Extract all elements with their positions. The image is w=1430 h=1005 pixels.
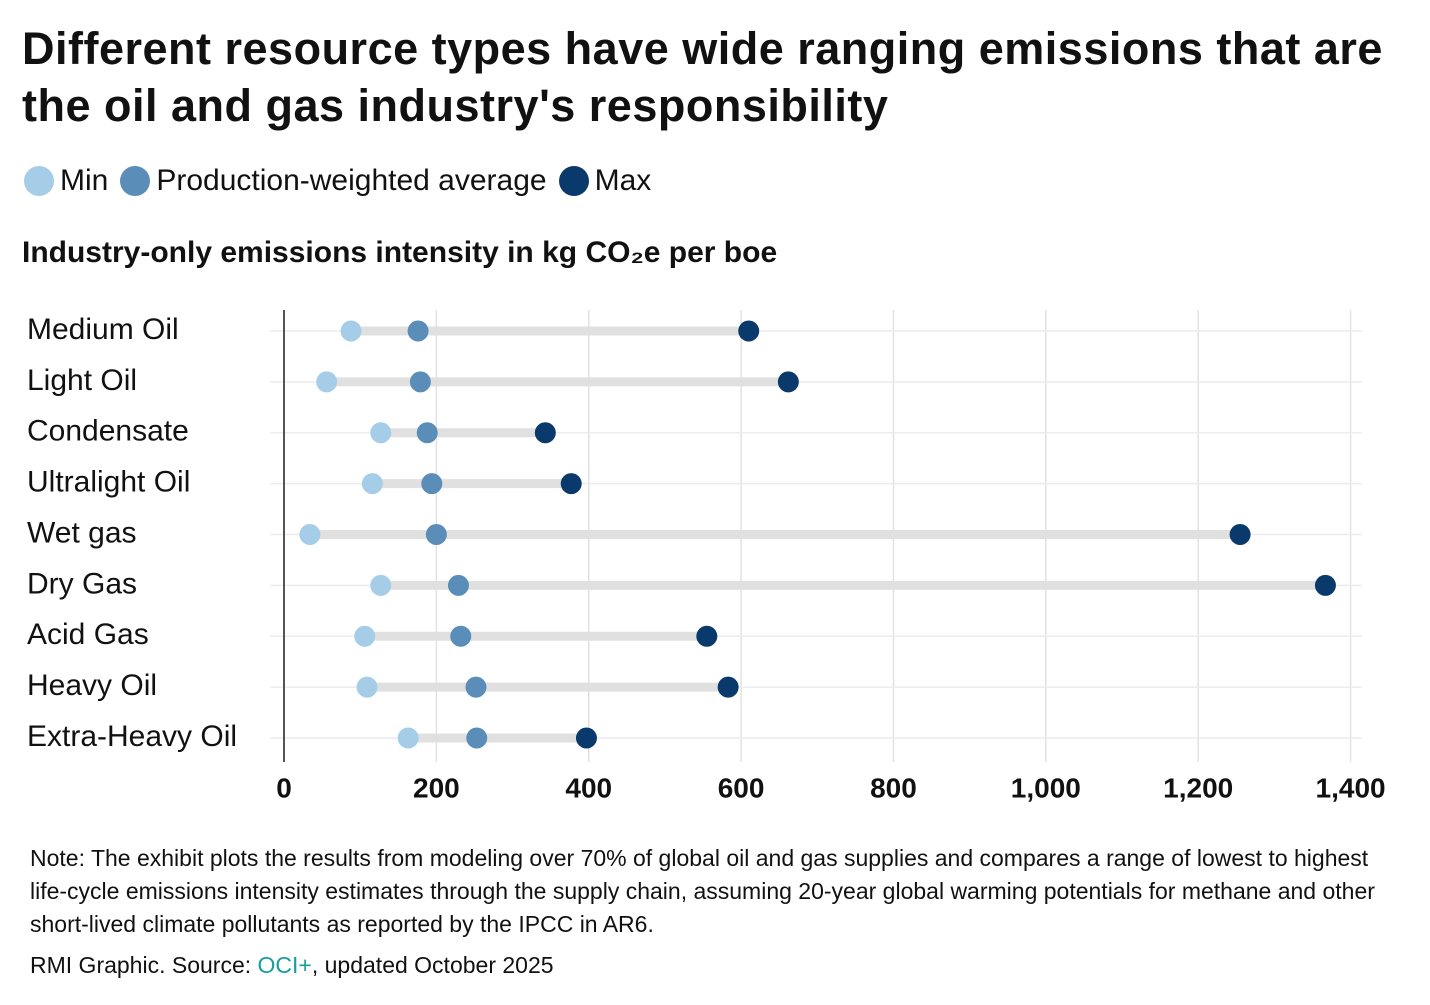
dot — [534, 422, 556, 444]
x-tick-label: 1,200 — [1163, 772, 1233, 803]
dot — [425, 524, 447, 545]
x-tick-label: 200 — [413, 772, 460, 803]
dot — [407, 320, 429, 342]
legend-label: Min — [60, 164, 109, 197]
chart-subtitle: Industry-only emissions intensity in kg … — [22, 236, 778, 269]
dot — [421, 473, 443, 495]
legend-item: Max — [558, 164, 652, 198]
y-tick-label: Ultralight Oil — [27, 466, 190, 499]
source-prefix: RMI Graphic. Source: — [30, 952, 252, 978]
source-link[interactable]: OCI+ — [257, 952, 312, 978]
legend-label: Max — [594, 164, 652, 197]
dot — [340, 320, 362, 342]
dot — [1229, 524, 1251, 545]
dot — [738, 320, 760, 342]
x-tick-label: 0 — [276, 772, 292, 803]
x-tick-label: 800 — [870, 772, 917, 803]
y-tick-label: Medium Oil — [27, 313, 179, 346]
dot — [370, 574, 392, 596]
y-tick-label: Heavy Oil — [27, 669, 157, 702]
x-tick-label: 1,400 — [1316, 772, 1386, 803]
dot — [397, 727, 419, 749]
dot — [466, 727, 488, 749]
dot — [354, 625, 376, 647]
dot — [560, 473, 582, 495]
dot — [696, 625, 718, 647]
x-tick-label: 1,000 — [1011, 772, 1081, 803]
dot — [465, 676, 487, 698]
y-tick-label: Light Oil — [27, 364, 137, 397]
source: RMI Graphic. Source: OCI+, updated Octob… — [30, 952, 554, 979]
y-tick-label: Acid Gas — [27, 618, 149, 651]
dot — [409, 371, 431, 393]
dot — [447, 574, 469, 596]
legend-swatch — [120, 166, 151, 196]
dot — [777, 371, 799, 393]
y-tick-label: Extra-Heavy Oil — [27, 720, 237, 753]
note: Note: The exhibit plots the results from… — [30, 845, 1375, 937]
source-suffix: , updated October 2025 — [311, 952, 554, 978]
legend-swatch — [558, 166, 589, 196]
dot — [370, 422, 392, 444]
dot — [416, 422, 438, 444]
dot — [1314, 574, 1336, 596]
dot — [299, 524, 321, 545]
y-tick-label: Wet gas — [27, 516, 137, 549]
y-tick-label: Condensate — [27, 415, 189, 448]
dot — [361, 473, 383, 495]
dot — [450, 625, 472, 647]
legend: Min Production-weighted average Max — [24, 164, 663, 198]
dot — [356, 676, 378, 698]
x-tick-label: 400 — [565, 772, 612, 803]
legend-swatch — [24, 166, 54, 196]
legend-item: Min — [24, 164, 108, 198]
dot — [575, 727, 597, 749]
dot — [717, 676, 739, 698]
x-tick-label: 600 — [718, 772, 765, 803]
chart-title: Different resource types have wide rangi… — [22, 23, 1383, 131]
dot — [316, 371, 338, 393]
legend-item: Production-weighted average — [120, 164, 547, 198]
y-tick-label: Dry Gas — [27, 567, 137, 600]
legend-label: Production-weighted average — [156, 164, 547, 197]
